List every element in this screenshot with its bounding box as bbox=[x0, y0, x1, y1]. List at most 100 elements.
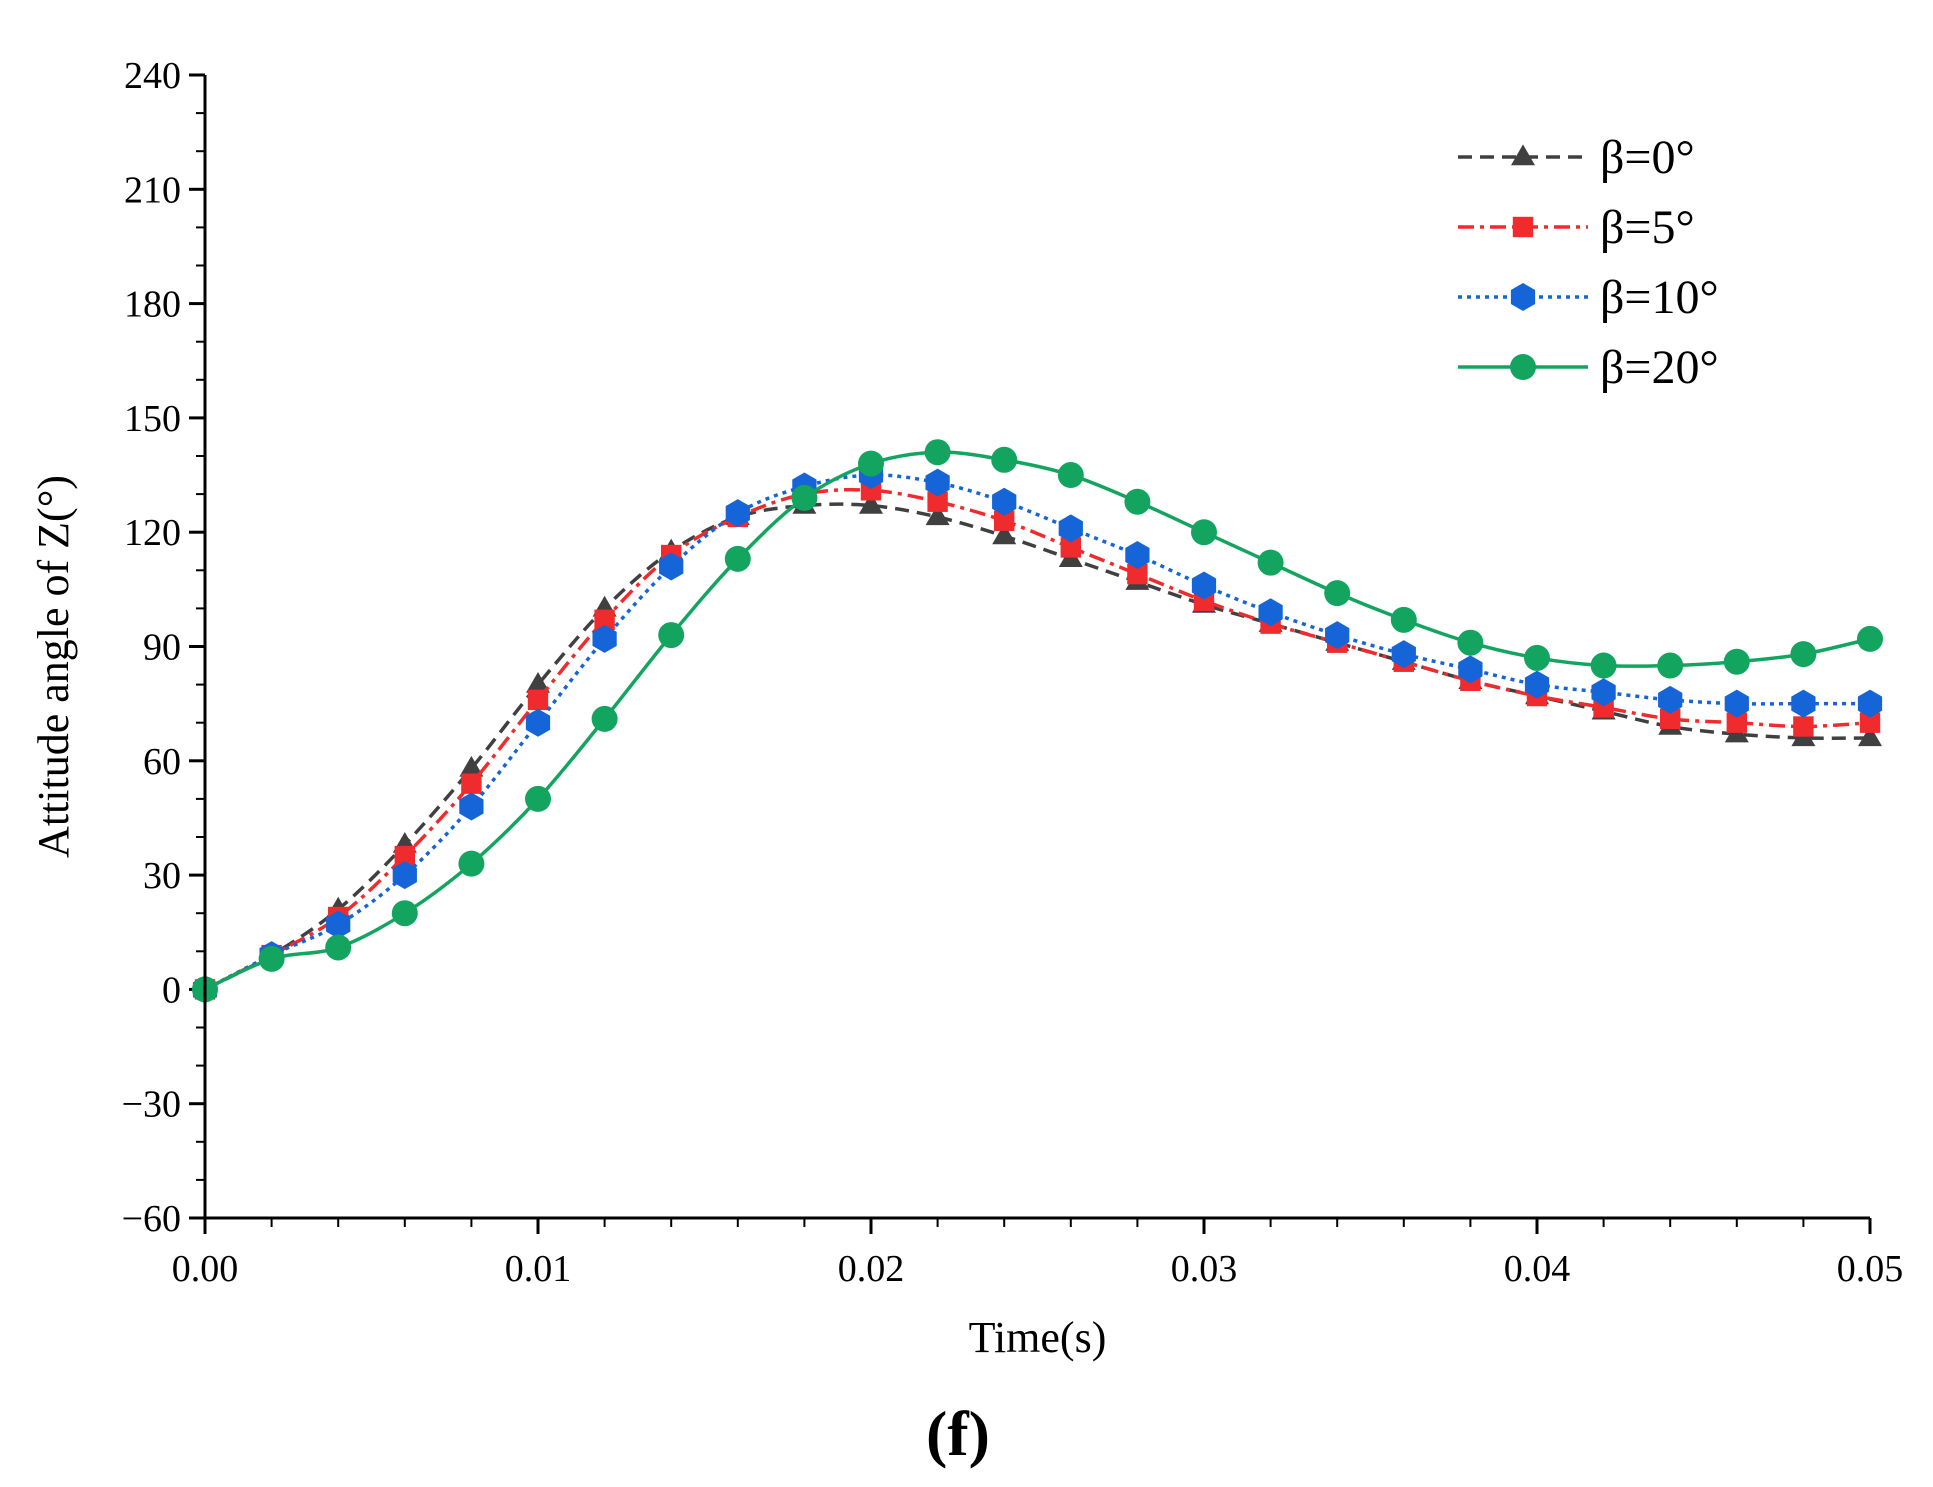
x-axis-title: Time(s) bbox=[969, 1313, 1107, 1362]
data-point bbox=[1859, 712, 1881, 733]
axes bbox=[203, 75, 1870, 1220]
data-point bbox=[258, 945, 285, 972]
data-point bbox=[1057, 462, 1084, 489]
data-point bbox=[459, 792, 484, 821]
data-point bbox=[1723, 648, 1750, 675]
data-point bbox=[1790, 641, 1817, 668]
data-point bbox=[592, 624, 617, 653]
y-tick-label: 60 bbox=[143, 741, 181, 783]
data-point bbox=[992, 487, 1017, 516]
data-point bbox=[1857, 625, 1883, 652]
data-point bbox=[991, 446, 1018, 473]
data-point bbox=[525, 785, 551, 812]
x-tick-label: 0.01 bbox=[505, 1248, 572, 1290]
legend-item: β=0° bbox=[1458, 131, 1695, 184]
data-point bbox=[1390, 606, 1417, 633]
y-tick-label: 150 bbox=[124, 398, 181, 440]
data-point bbox=[594, 609, 615, 631]
y-tick-label: 0 bbox=[162, 969, 181, 1011]
series-β=10° bbox=[192, 461, 1883, 1004]
legend-marker bbox=[1510, 283, 1536, 311]
data-point bbox=[1726, 712, 1747, 733]
data-point bbox=[459, 755, 484, 777]
data-point bbox=[1058, 514, 1083, 543]
data-point bbox=[1591, 678, 1616, 707]
panel-label: (f) bbox=[926, 1398, 990, 1469]
y-tick-label: −30 bbox=[122, 1084, 181, 1126]
series-β=0° bbox=[193, 492, 1882, 998]
series-β=5° bbox=[194, 480, 1881, 1000]
data-point bbox=[658, 622, 685, 649]
tick-labels: −60 −30 0 30 60 90 120 150 180 210 240 0.00 0.01 0.02… bbox=[122, 55, 1904, 1290]
data-point bbox=[791, 484, 818, 511]
data-point bbox=[394, 845, 415, 867]
data-point bbox=[1325, 621, 1350, 650]
y-tick-label: 120 bbox=[124, 512, 181, 554]
data-point bbox=[1858, 725, 1882, 747]
legend-item: β=20° bbox=[1458, 341, 1719, 394]
data-point bbox=[659, 552, 684, 581]
data-point bbox=[326, 910, 351, 939]
x-tick-label: 0.05 bbox=[1837, 1248, 1904, 1290]
data-point bbox=[925, 504, 950, 526]
data-point bbox=[859, 492, 883, 514]
data-point bbox=[1324, 580, 1351, 607]
data-point bbox=[1658, 685, 1683, 714]
data-point bbox=[927, 491, 948, 512]
legend-item: β=10° bbox=[1458, 271, 1719, 324]
data-point bbox=[724, 545, 751, 572]
data-point bbox=[461, 773, 482, 794]
series-layer bbox=[192, 439, 1883, 1004]
data-point bbox=[1524, 644, 1550, 671]
data-point bbox=[992, 523, 1017, 545]
data-point bbox=[925, 468, 950, 497]
data-point bbox=[526, 672, 550, 693]
y-tick-label: 210 bbox=[124, 169, 181, 211]
data-point bbox=[1590, 652, 1617, 679]
series-β=20° bbox=[192, 439, 1883, 1003]
legend-label: β=10° bbox=[1600, 271, 1719, 324]
data-point bbox=[1524, 670, 1550, 699]
data-point bbox=[1857, 689, 1883, 718]
data-point bbox=[591, 705, 618, 732]
legend-marker bbox=[1511, 144, 1535, 166]
x-tick-label: 0.02 bbox=[838, 1248, 905, 1290]
data-point bbox=[1124, 488, 1151, 515]
y-tick-label: 180 bbox=[124, 284, 181, 326]
data-point bbox=[1257, 549, 1284, 576]
data-point bbox=[1125, 541, 1150, 570]
data-point bbox=[994, 510, 1015, 531]
data-point bbox=[1060, 537, 1081, 558]
data-point bbox=[1657, 652, 1684, 679]
data-point bbox=[1724, 689, 1749, 718]
series-line bbox=[204, 473, 1870, 991]
data-point bbox=[458, 850, 485, 877]
series-line bbox=[204, 487, 1871, 991]
data-point bbox=[924, 439, 951, 466]
legend-label: β=0° bbox=[1600, 131, 1695, 184]
data-point bbox=[1660, 708, 1681, 730]
data-point bbox=[1191, 519, 1217, 546]
data-point bbox=[391, 900, 418, 927]
legend-label: β=20° bbox=[1600, 341, 1719, 394]
data-point bbox=[1791, 689, 1816, 718]
y-tick-label: 30 bbox=[143, 855, 181, 897]
y-tick-label: 240 bbox=[124, 55, 181, 97]
x-tick-label: 0.03 bbox=[1171, 1248, 1238, 1290]
legend: β=0° β=5° β=10° β=20° bbox=[1458, 131, 1719, 394]
data-point bbox=[1258, 598, 1283, 627]
data-point bbox=[527, 689, 549, 711]
legend-item: β=5° bbox=[1458, 201, 1695, 254]
legend-label: β=5° bbox=[1600, 201, 1695, 254]
y-axis-title: Attitude angle of Z(°) bbox=[29, 475, 78, 858]
series-line bbox=[204, 502, 1871, 991]
data-point bbox=[1127, 563, 1148, 585]
data-point bbox=[325, 934, 352, 961]
data-point bbox=[1191, 571, 1217, 600]
data-point bbox=[1458, 655, 1483, 684]
data-point bbox=[392, 861, 417, 890]
x-tick-label: 0.04 bbox=[1504, 1248, 1571, 1290]
data-point bbox=[1793, 716, 1814, 737]
x-tick-label: 0.00 bbox=[172, 1248, 239, 1290]
data-point bbox=[858, 450, 884, 477]
